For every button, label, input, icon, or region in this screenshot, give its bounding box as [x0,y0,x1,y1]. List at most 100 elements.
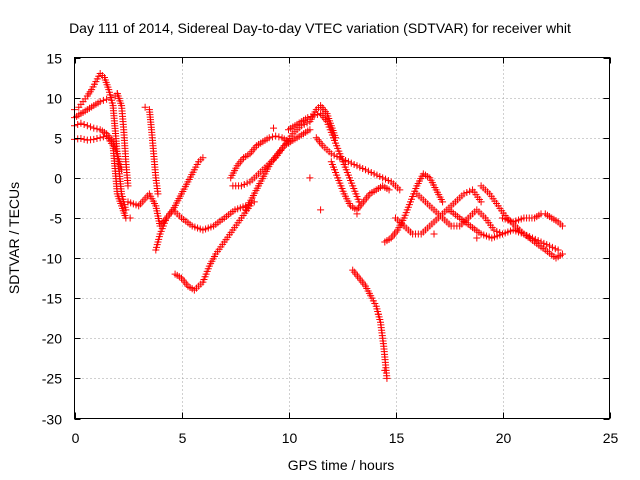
data-point-marker [99,133,107,141]
series-sat-track-12 [242,126,314,214]
data-point-marker [370,170,378,178]
data-point-marker [546,242,554,250]
data-point-marker [272,132,280,140]
data-point-marker [376,172,384,180]
data-point-marker [490,226,498,234]
data-point-marker [364,167,372,175]
series-sat-track-18 [392,186,485,238]
data-point-marker [558,222,566,230]
data-point-marker [382,175,390,183]
data-point-marker [103,95,111,103]
data-point-marker [307,112,315,120]
x-tick-label: 25 [603,430,619,446]
data-point-marker [473,234,481,242]
data-point-marker [154,190,162,198]
data-point-marker [306,126,314,134]
data-point-marker [362,166,370,174]
data-point-marker [240,181,248,189]
data-point-marker [339,155,347,163]
data-point-marker [353,162,361,170]
data-point-marker [383,374,391,382]
data-point-marker [477,198,485,206]
data-point-marker [313,110,321,118]
data-point-marker [74,120,82,128]
data-point-marker [356,163,364,171]
data-point-marker [141,103,149,111]
data-point-marker [327,150,335,158]
chart-title: Day 111 of 2014, Sidereal Day-to-day VTE… [69,20,571,36]
data-point-marker [107,94,115,102]
x-tick-label: 5 [179,430,187,446]
data-point-marker [124,182,132,190]
data-points [71,70,566,382]
series-sat-track-10 [227,132,292,182]
data-point-marker [304,114,312,122]
series-sat-track-16 [349,266,391,382]
data-point-marker [551,245,559,253]
grid-lines [74,57,610,419]
data-point-marker [548,243,556,251]
y-tick-label: 0 [54,171,62,187]
y-tick-label: -15 [42,291,62,307]
x-tick-label: 15 [389,430,405,446]
data-point-marker [250,198,258,206]
plot-frame [74,57,610,419]
y-tick-label: -5 [50,211,63,227]
data-point-marker [381,366,389,374]
x-tick-labels: 0 5 10 15 20 25 [72,430,619,446]
series-sat-track-14 [312,134,404,194]
data-point-marker [199,154,207,162]
data-point-marker [93,135,101,143]
y-axis-label: SDTVAR / TECUs [6,182,22,294]
data-point-marker [350,160,358,168]
data-point-marker [537,238,545,246]
data-point-marker [80,135,88,143]
series-sat-track-13 [285,110,363,206]
data-point-marker [347,159,355,167]
data-point-marker [359,164,367,172]
series-sat-track-20 [445,206,566,262]
data-point-marker [439,198,447,206]
data-point-marker [317,206,325,214]
data-point-marker [96,98,104,106]
data-point-marker [526,233,534,241]
y-tick-labels: 15 10 5 0 -5 -10 -15 -20 -25 -30 [42,51,62,428]
series-sat-track-09 [171,202,254,294]
axis-ticks [74,57,611,420]
data-point-marker [367,168,375,176]
data-point-marker [540,239,548,247]
y-tick-label: -30 [42,412,62,428]
data-point-marker [77,119,85,127]
data-point-marker [96,134,104,142]
data-point-marker [87,123,95,131]
x-tick-label: 0 [72,430,80,446]
data-point-marker [90,135,98,143]
data-point-marker [268,133,276,141]
data-point-marker [342,156,350,164]
data-point-marker [460,190,468,198]
data-point-marker [237,182,245,190]
series-sat-track-06 [141,103,162,198]
data-point-marker [306,174,314,182]
data-point-marker [558,250,566,258]
y-tick-label: 5 [54,131,62,147]
data-point-marker [385,186,393,194]
data-point-marker [243,179,251,187]
data-point-marker [531,235,539,243]
data-point-marker [93,125,101,133]
x-tick-label: 10 [282,430,298,446]
data-point-marker [430,230,438,238]
series-sat-track-22 [499,210,566,230]
series-sat-track-08 [152,154,207,254]
data-point-marker [90,124,98,132]
data-point-marker [520,230,528,238]
data-point-marker [396,186,404,194]
x-tick-label: 20 [496,430,512,446]
data-point-marker [303,119,311,127]
y-tick-label: -10 [42,251,62,267]
data-point-marker [384,177,392,185]
y-tick-label: 10 [46,91,62,107]
series-sat-track-19 [413,190,506,238]
series-sat-track-17 [381,170,447,246]
